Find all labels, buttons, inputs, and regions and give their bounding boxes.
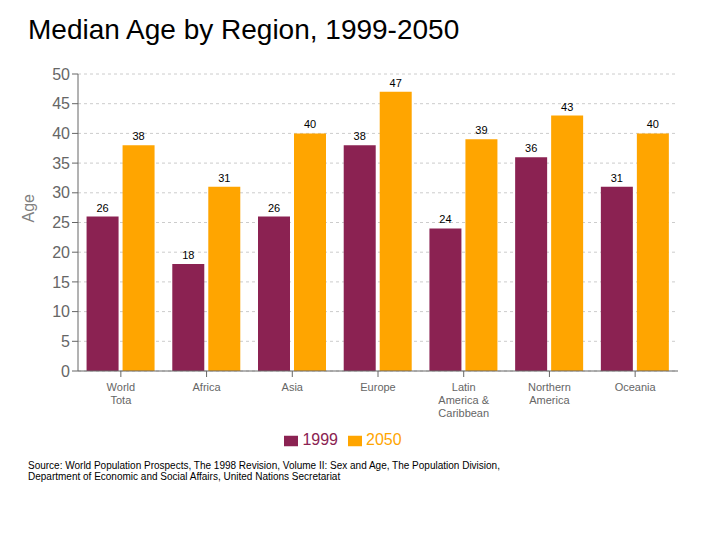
svg-text:WorldTota: WorldTota [107, 381, 136, 406]
svg-text:20: 20 [52, 244, 70, 261]
svg-text:0: 0 [61, 363, 70, 380]
svg-text:Age: Age [20, 194, 37, 223]
svg-text:26: 26 [96, 202, 108, 214]
svg-text:40: 40 [52, 125, 70, 142]
svg-text:10: 10 [52, 303, 70, 320]
svg-text:31: 31 [218, 172, 230, 184]
svg-text:Europe: Europe [360, 381, 395, 393]
svg-text:38: 38 [132, 130, 144, 142]
svg-text:15: 15 [52, 274, 70, 291]
html-text:1999: 1999 [302, 431, 338, 448]
html-text:Source: World Population Prosp: Source: World Population Prospects, The … [28, 460, 500, 482]
svg-text:40: 40 [304, 118, 316, 130]
svg-text:Asia: Asia [282, 381, 304, 393]
svg-text:40: 40 [647, 118, 659, 130]
svg-text:Oceania: Oceania [615, 381, 657, 393]
svg-text:Africa: Africa [193, 381, 222, 393]
svg-text:25: 25 [52, 214, 70, 231]
svg-text:5: 5 [61, 333, 70, 350]
svg-text:43: 43 [561, 101, 573, 113]
svg-text:NorthernAmerica: NorthernAmerica [528, 381, 571, 406]
html-text:Median Age by Region, 1999-205: Median Age by Region, 1999-2050 [28, 14, 460, 45]
html-text:2050: 2050 [366, 431, 402, 448]
svg-text:31: 31 [611, 172, 623, 184]
svg-text:18: 18 [182, 249, 194, 261]
svg-text:LatinAmerica &Caribbean: LatinAmerica &Caribbean [438, 381, 489, 419]
svg-text:24: 24 [439, 213, 451, 225]
svg-text:30: 30 [52, 184, 70, 201]
svg-text:35: 35 [52, 155, 70, 172]
svg-text:50: 50 [52, 66, 70, 83]
svg-text:26: 26 [268, 202, 280, 214]
svg-text:45: 45 [52, 95, 70, 112]
svg-text:39: 39 [475, 124, 487, 136]
svg-text:36: 36 [525, 142, 537, 154]
svg-text:38: 38 [354, 130, 366, 142]
svg-text:47: 47 [390, 77, 402, 89]
